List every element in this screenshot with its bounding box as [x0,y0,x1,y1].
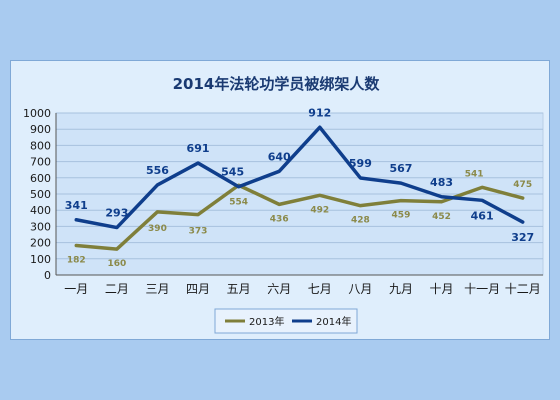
data-labels: 182 160 390 373 554 436 492 428 459 452 541 475 341 2… [65,106,534,269]
data-label: 556 [146,164,169,177]
data-label: 691 [187,142,210,155]
series-line-2013年 [74,183,525,251]
legend-label-2013: 2013年 [249,315,284,328]
data-label: 182 [67,256,86,266]
data-label: 436 [270,214,289,224]
y-tick-label: 600 [30,172,51,185]
series-lines [74,125,525,251]
legend: 2013年 2014年 [214,308,358,334]
x-tick-label: 四月 [186,282,210,296]
y-tick-label: 1000 [23,107,51,120]
series-line-2014年 [74,125,525,230]
data-label: 459 [392,211,411,221]
y-tick-label: 800 [30,139,51,152]
data-label: 912 [308,106,331,119]
data-label: 373 [189,227,208,237]
data-label: 160 [107,259,126,269]
legend-label-2014: 2014年 [316,315,351,328]
data-label: 461 [471,209,494,222]
x-tick-label: 九月 [389,282,413,296]
data-label: 483 [430,176,453,189]
data-label: 390 [148,224,167,234]
data-label: 554 [229,197,248,207]
grid-lines [56,112,543,260]
data-label: 541 [465,169,484,179]
chart-title: 2014年法轮功学员被绑架人数 [173,75,381,93]
y-tick-label: 500 [30,188,51,201]
data-label: 341 [65,199,88,212]
x-tick-label: 十月 [430,282,454,296]
data-label: 545 [221,166,244,179]
data-label: 452 [432,212,451,222]
y-tick-label: 100 [30,253,51,266]
x-tick-label: 七月 [308,282,332,296]
y-tick-label: 400 [30,204,51,217]
x-tick-label: 五月 [227,282,251,296]
x-tick-label: 二月 [105,282,129,296]
x-tick-label: 十一月 [464,282,500,296]
data-label: 492 [310,205,329,215]
chart-svg: 2014年法轮功学员被绑架人数 0 100 200 300 400 500 600 700 80… [23,75,544,334]
data-label: 640 [268,150,291,163]
x-tick-label: 六月 [267,282,291,296]
data-label: 327 [511,231,534,244]
x-tick-label: 三月 [145,282,169,296]
data-label: 293 [105,207,128,220]
y-tick-label: 300 [30,220,51,233]
data-label: 475 [513,180,532,190]
x-tick-label: 八月 [348,282,372,296]
chart-frame: 2014年法轮功学员被绑架人数 0 100 200 300 400 500 600 700 80… [10,60,550,340]
y-tick-label: 700 [30,156,51,169]
x-tick-label: 一月 [64,282,88,296]
y-tick-labels: 0 100 200 300 400 500 600 700 800 900 1000 [23,107,51,282]
x-tick-label: 十二月 [505,282,541,296]
x-tick-labels: 一月 二月 三月 四月 五月 六月 七月 八月 九月 十月 十一月 十二月 [64,282,540,296]
y-tick-label: 200 [30,237,51,250]
data-label: 599 [349,157,372,170]
y-tick-label: 900 [30,123,51,136]
data-label: 428 [351,216,370,226]
data-label: 567 [389,162,412,175]
y-tick-label: 0 [44,269,51,282]
